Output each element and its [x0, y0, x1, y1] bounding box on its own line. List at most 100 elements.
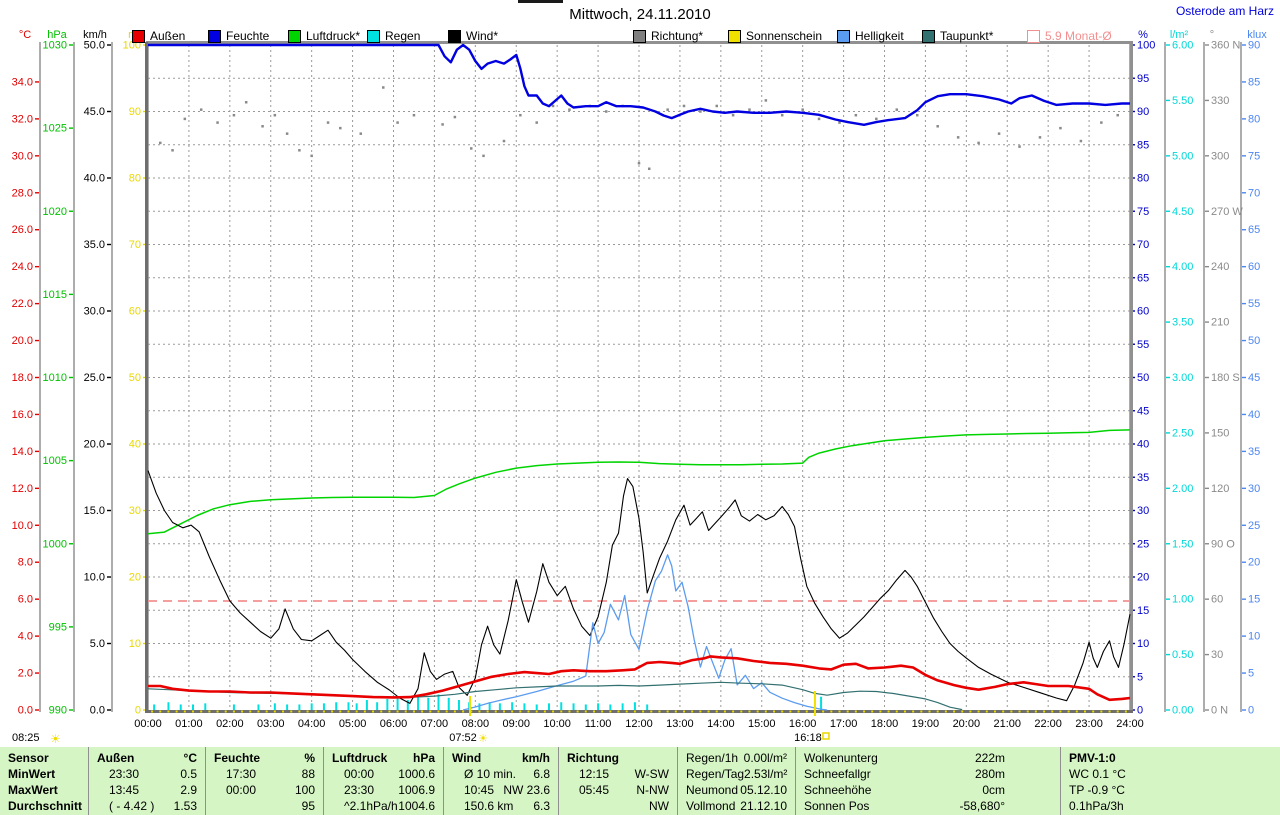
- percent-tick-label: 70: [1137, 239, 1149, 251]
- x-tick-label: 01:00: [175, 718, 203, 730]
- lm2-tick-label: 1.50: [1172, 538, 1193, 550]
- table-cell: Ø 10 min.: [464, 767, 517, 781]
- table-cell: 21.12.10: [740, 799, 787, 813]
- temp-tick-label: 2.0: [18, 668, 33, 680]
- deg-tick-label: 330: [1211, 95, 1229, 107]
- percent-axis-unit: %: [1138, 29, 1148, 41]
- station-name: Osterode am Harz: [1175, 4, 1274, 18]
- hpa-tick-label: 990: [49, 705, 67, 717]
- percent-tick-label: 10: [1137, 638, 1149, 650]
- table-column-richtung: Richtung 12:15 W-SW 05:45 N-NW NW: [558, 747, 677, 815]
- min-tick-label: 40: [129, 439, 141, 451]
- table-cell: W-SW: [634, 767, 669, 781]
- klux-tick-label: 0: [1248, 705, 1254, 717]
- legend-swatch-icon: [448, 29, 461, 43]
- sunset-square-icon: [822, 732, 830, 740]
- legend-label: 5.9 Monat-Ø: [1045, 29, 1112, 43]
- deg-tick-label: 180 S: [1211, 372, 1240, 384]
- table-cell: 1006.9: [398, 783, 435, 797]
- percent-tick-label: 25: [1137, 538, 1149, 550]
- hpa-tick-label: 1010: [43, 372, 67, 384]
- temp-tick-label: 32.0: [12, 113, 33, 125]
- x-tick-label: 00:00: [134, 718, 162, 730]
- legend-swatch-icon: [1027, 29, 1040, 43]
- x-tick-label: 08:00: [462, 718, 490, 730]
- table-cell: Wind: [452, 751, 482, 765]
- hpa-tick-label: 1005: [43, 455, 67, 467]
- deg-tick-label: 300: [1211, 150, 1229, 162]
- percent-tick-label: 45: [1137, 405, 1149, 417]
- table-cell: 23:30: [109, 767, 140, 781]
- table-column-wolken: Wolkenunterg 222m Schneefallgr 280m Schneehö…: [795, 747, 1060, 815]
- sunset-time-label: 16:18: [794, 732, 822, 744]
- series-luftdruck: [147, 429, 1131, 535]
- table-cell: 95: [301, 799, 315, 813]
- lm2-tick-label: 5.50: [1172, 95, 1193, 107]
- legend-label: Außen: [150, 29, 186, 43]
- temp-tick-label: 4.0: [18, 631, 33, 643]
- x-tick-label: 10:00: [543, 718, 571, 730]
- table-cell: 0.1hPa/3h: [1069, 799, 1124, 813]
- table-cell: 0cm: [982, 783, 1005, 797]
- table-cell: 00:00: [344, 767, 375, 781]
- x-tick-label: 17:00: [830, 718, 858, 730]
- lm2-tick-label: 4.50: [1172, 206, 1193, 218]
- legend-swatch-icon: [633, 29, 646, 43]
- x-tick-label: 24:00: [1116, 718, 1144, 730]
- hpa-tick-label: 1030: [43, 40, 67, 52]
- table-column-pmv: PMV-1:0 WC 0.1 °C TP -0.9 °C 0.1hPa/3h: [1060, 747, 1280, 815]
- percent-tick-label: 50: [1137, 372, 1149, 384]
- temp-axis-unit: °C: [19, 29, 31, 41]
- weather-chart-canvas: 0.0 2.0 4.0 6.0 8.0 10.0 12.0 14.0 16.0 18.0 20.0 2…: [12, 29, 1268, 746]
- temp-tick-label: 26.0: [12, 224, 33, 236]
- percent-tick-label: 80: [1137, 173, 1149, 185]
- legend-item-helligkeit: Helligkeit: [837, 29, 904, 43]
- hpa-tick-label: 1015: [43, 289, 67, 301]
- temp-tick-label: 6.0: [18, 594, 33, 606]
- min-tick-label: 90: [129, 106, 141, 118]
- table-cell: km/h: [521, 751, 550, 765]
- x-tick-label: 07:00: [421, 718, 449, 730]
- deg-axis-unit: °: [1210, 29, 1214, 41]
- legend-swatch-icon: [132, 29, 145, 43]
- table-cell: 17:30: [226, 767, 257, 781]
- kmh-tick-label: 45.0: [84, 106, 105, 118]
- table-cell: 1.53: [173, 799, 197, 813]
- table-column-feuchte: Feuchte% 17:30 88 00:00 100 95: [205, 747, 323, 815]
- table-cell: Neumond: [686, 783, 739, 797]
- table-cell: Durchschnitt: [8, 799, 83, 813]
- min-tick-label: 20: [129, 572, 141, 584]
- lm2-tick-label: 0.50: [1172, 649, 1193, 661]
- legend-swatch-icon: [208, 29, 221, 43]
- percent-tick-label: 55: [1137, 339, 1149, 351]
- hpa-axis-unit: hPa: [47, 29, 67, 41]
- table-cell: 23:30: [344, 783, 375, 797]
- table-cell: 100: [294, 783, 315, 797]
- table-cell: -58,680°: [959, 799, 1006, 813]
- table-cell: 6.8: [533, 767, 550, 781]
- kmh-tick-label: 0.0: [90, 705, 105, 717]
- table-column-wind: Wind km/h Ø 10 min. 6.8 10:45 NW 23.6 150.6 km…: [443, 747, 558, 815]
- table-cell: Sonnen Pos: [804, 799, 870, 813]
- x-tick-label: 23:00: [1075, 718, 1103, 730]
- lm2-tick-label: 3.00: [1172, 372, 1193, 384]
- deg-tick-label: 0 N: [1211, 705, 1228, 717]
- klux-tick-label: 15: [1248, 594, 1260, 606]
- lm2-tick-label: 2.00: [1172, 483, 1193, 495]
- table-cell: MaxWert: [8, 783, 58, 797]
- legend-label: Wind*: [466, 29, 499, 43]
- sun-icon: ☀: [50, 732, 61, 746]
- table-cell: Vollmond: [686, 799, 736, 813]
- legend-label: Richtung*: [651, 29, 704, 43]
- table-cell: MinWert: [8, 767, 56, 781]
- percent-tick-label: 20: [1137, 572, 1149, 584]
- temp-tick-label: 8.0: [18, 557, 33, 569]
- table-cell: Regen/1h: [686, 751, 739, 765]
- table-column-aussen: Außen °C 23:30 0.5 13:45 2.9 ( - 4.42 ) 1.53: [88, 747, 205, 815]
- klux-tick-label: 60: [1248, 261, 1260, 273]
- table-cell: NW 23.6: [503, 783, 550, 797]
- klux-tick-label: 5: [1248, 668, 1254, 680]
- temp-tick-label: 28.0: [12, 187, 33, 199]
- x-tick-label: 04:00: [298, 718, 326, 730]
- hpa-tick-label: 1025: [43, 123, 67, 135]
